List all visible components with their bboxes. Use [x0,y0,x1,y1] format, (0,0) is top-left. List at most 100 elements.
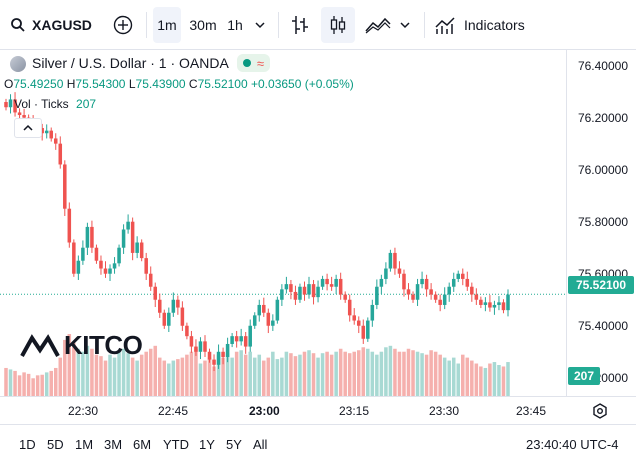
market-status-badge[interactable]: ≈ [236,54,270,72]
symbol-label: XAGUSD [32,17,92,33]
volume-bar [424,354,429,396]
line-style-button[interactable] [362,7,394,43]
volume-bar [185,354,189,396]
settings-button[interactable] [591,402,609,420]
candle [185,322,189,340]
candle [424,274,429,297]
candle [402,269,406,297]
candle [271,314,275,331]
candle-body [85,226,90,248]
compare-button[interactable] [108,7,138,43]
range-button-5d[interactable]: 5D [47,437,64,452]
close-value: 75.52100 [197,77,248,91]
range-button-ytd[interactable]: YTD [163,437,189,452]
candle-body [379,278,384,287]
candle-body [456,273,461,279]
interval-1h[interactable]: 1h [227,17,243,33]
candle [49,127,53,142]
candle-body [99,260,103,269]
candle [280,284,284,306]
high-label: H [66,77,76,91]
price-axis[interactable]: 76.40000 76.20000 76.00000 75.80000 75.60000… [566,50,636,396]
range-button-3m[interactable]: 3M [104,437,123,452]
candle [158,293,162,318]
price-tick-label: 76.40000 [577,58,628,73]
candle [162,309,167,329]
legend-volume: Vol · Ticks 207 [14,97,96,111]
range-button-1m[interactable]: 1M [75,437,94,452]
interval-1m[interactable]: 1m [153,7,181,43]
candle-body [402,273,406,290]
candle [347,294,352,322]
candle [298,283,302,303]
time-axis[interactable]: 22:30 22:45 23:00 23:15 23:30 23:45 [0,396,636,424]
volume-bar [31,378,35,396]
time-tick-label: 23:15 [339,404,370,418]
candle [212,354,216,372]
candle-body [216,351,221,365]
candles-style-button[interactable] [321,7,355,43]
status-dot-icon [242,59,251,67]
collapse-legend-button[interactable] [14,118,42,138]
area-chart-icon [365,17,391,34]
volume-bar [17,375,22,396]
chevron-down-icon [255,22,265,29]
candle-body [49,130,53,139]
range-button-1y[interactable]: 1Y [199,437,215,452]
candle-body [388,252,393,269]
clock[interactable]: 23:40:40 UTC-4 [526,437,619,452]
price-tick-label: 76.00000 [577,162,628,177]
volume-bar [58,357,63,396]
volume-bar [135,360,139,396]
interval-dropdown[interactable] [250,7,270,43]
volume-bar [230,357,234,396]
candle-body [266,312,271,326]
range-button-all[interactable]: All [253,437,268,452]
close-label: C [188,77,198,91]
volume-bar [397,351,402,396]
candle [293,285,298,305]
candlestick-chart [0,92,566,396]
volume-bar [420,353,424,396]
current-price-value: 75.52100 [575,278,627,292]
range-button-5y[interactable]: 5Y [226,437,242,452]
volume-bar [252,357,257,396]
chart-plot-area[interactable] [0,50,566,396]
candle-body [356,320,361,326]
volume-bar [203,360,207,396]
legend-ohlc: O75.49250 H75.54300 L75.43900 C75.52100 … [4,77,354,91]
candle-body [347,299,352,316]
volume-bar [153,345,158,396]
candle [189,330,194,353]
candle-body [447,286,451,295]
volume-bar [194,348,198,396]
volume-bar [356,350,361,396]
symbol-logo [10,56,26,72]
interval-30m[interactable]: 30m [189,17,217,33]
indicators-button[interactable]: Indicators [434,7,534,43]
volume-bar [94,354,99,396]
candle [470,282,474,302]
volume-bar [447,360,451,396]
candle-body [234,336,239,342]
symbol-search[interactable]: XAGUSD [4,7,94,43]
volume-bar [289,353,293,396]
candle [76,255,81,280]
candle [153,282,158,308]
candle-body [22,115,26,118]
candle [90,220,94,253]
candle [8,94,13,114]
candle [433,291,438,303]
volume-bar [8,369,13,396]
chart-style-dropdown[interactable] [395,7,415,43]
bars-style-button[interactable] [286,7,314,43]
candle-body [44,130,49,134]
candle-body [474,294,479,300]
candle-body [252,315,257,326]
candle [366,317,370,342]
low-value: 75.43900 [135,77,186,91]
candle-body [112,263,117,269]
candle [167,307,171,333]
range-button-1d[interactable]: 1D [19,437,36,452]
range-button-6m[interactable]: 6M [133,437,152,452]
